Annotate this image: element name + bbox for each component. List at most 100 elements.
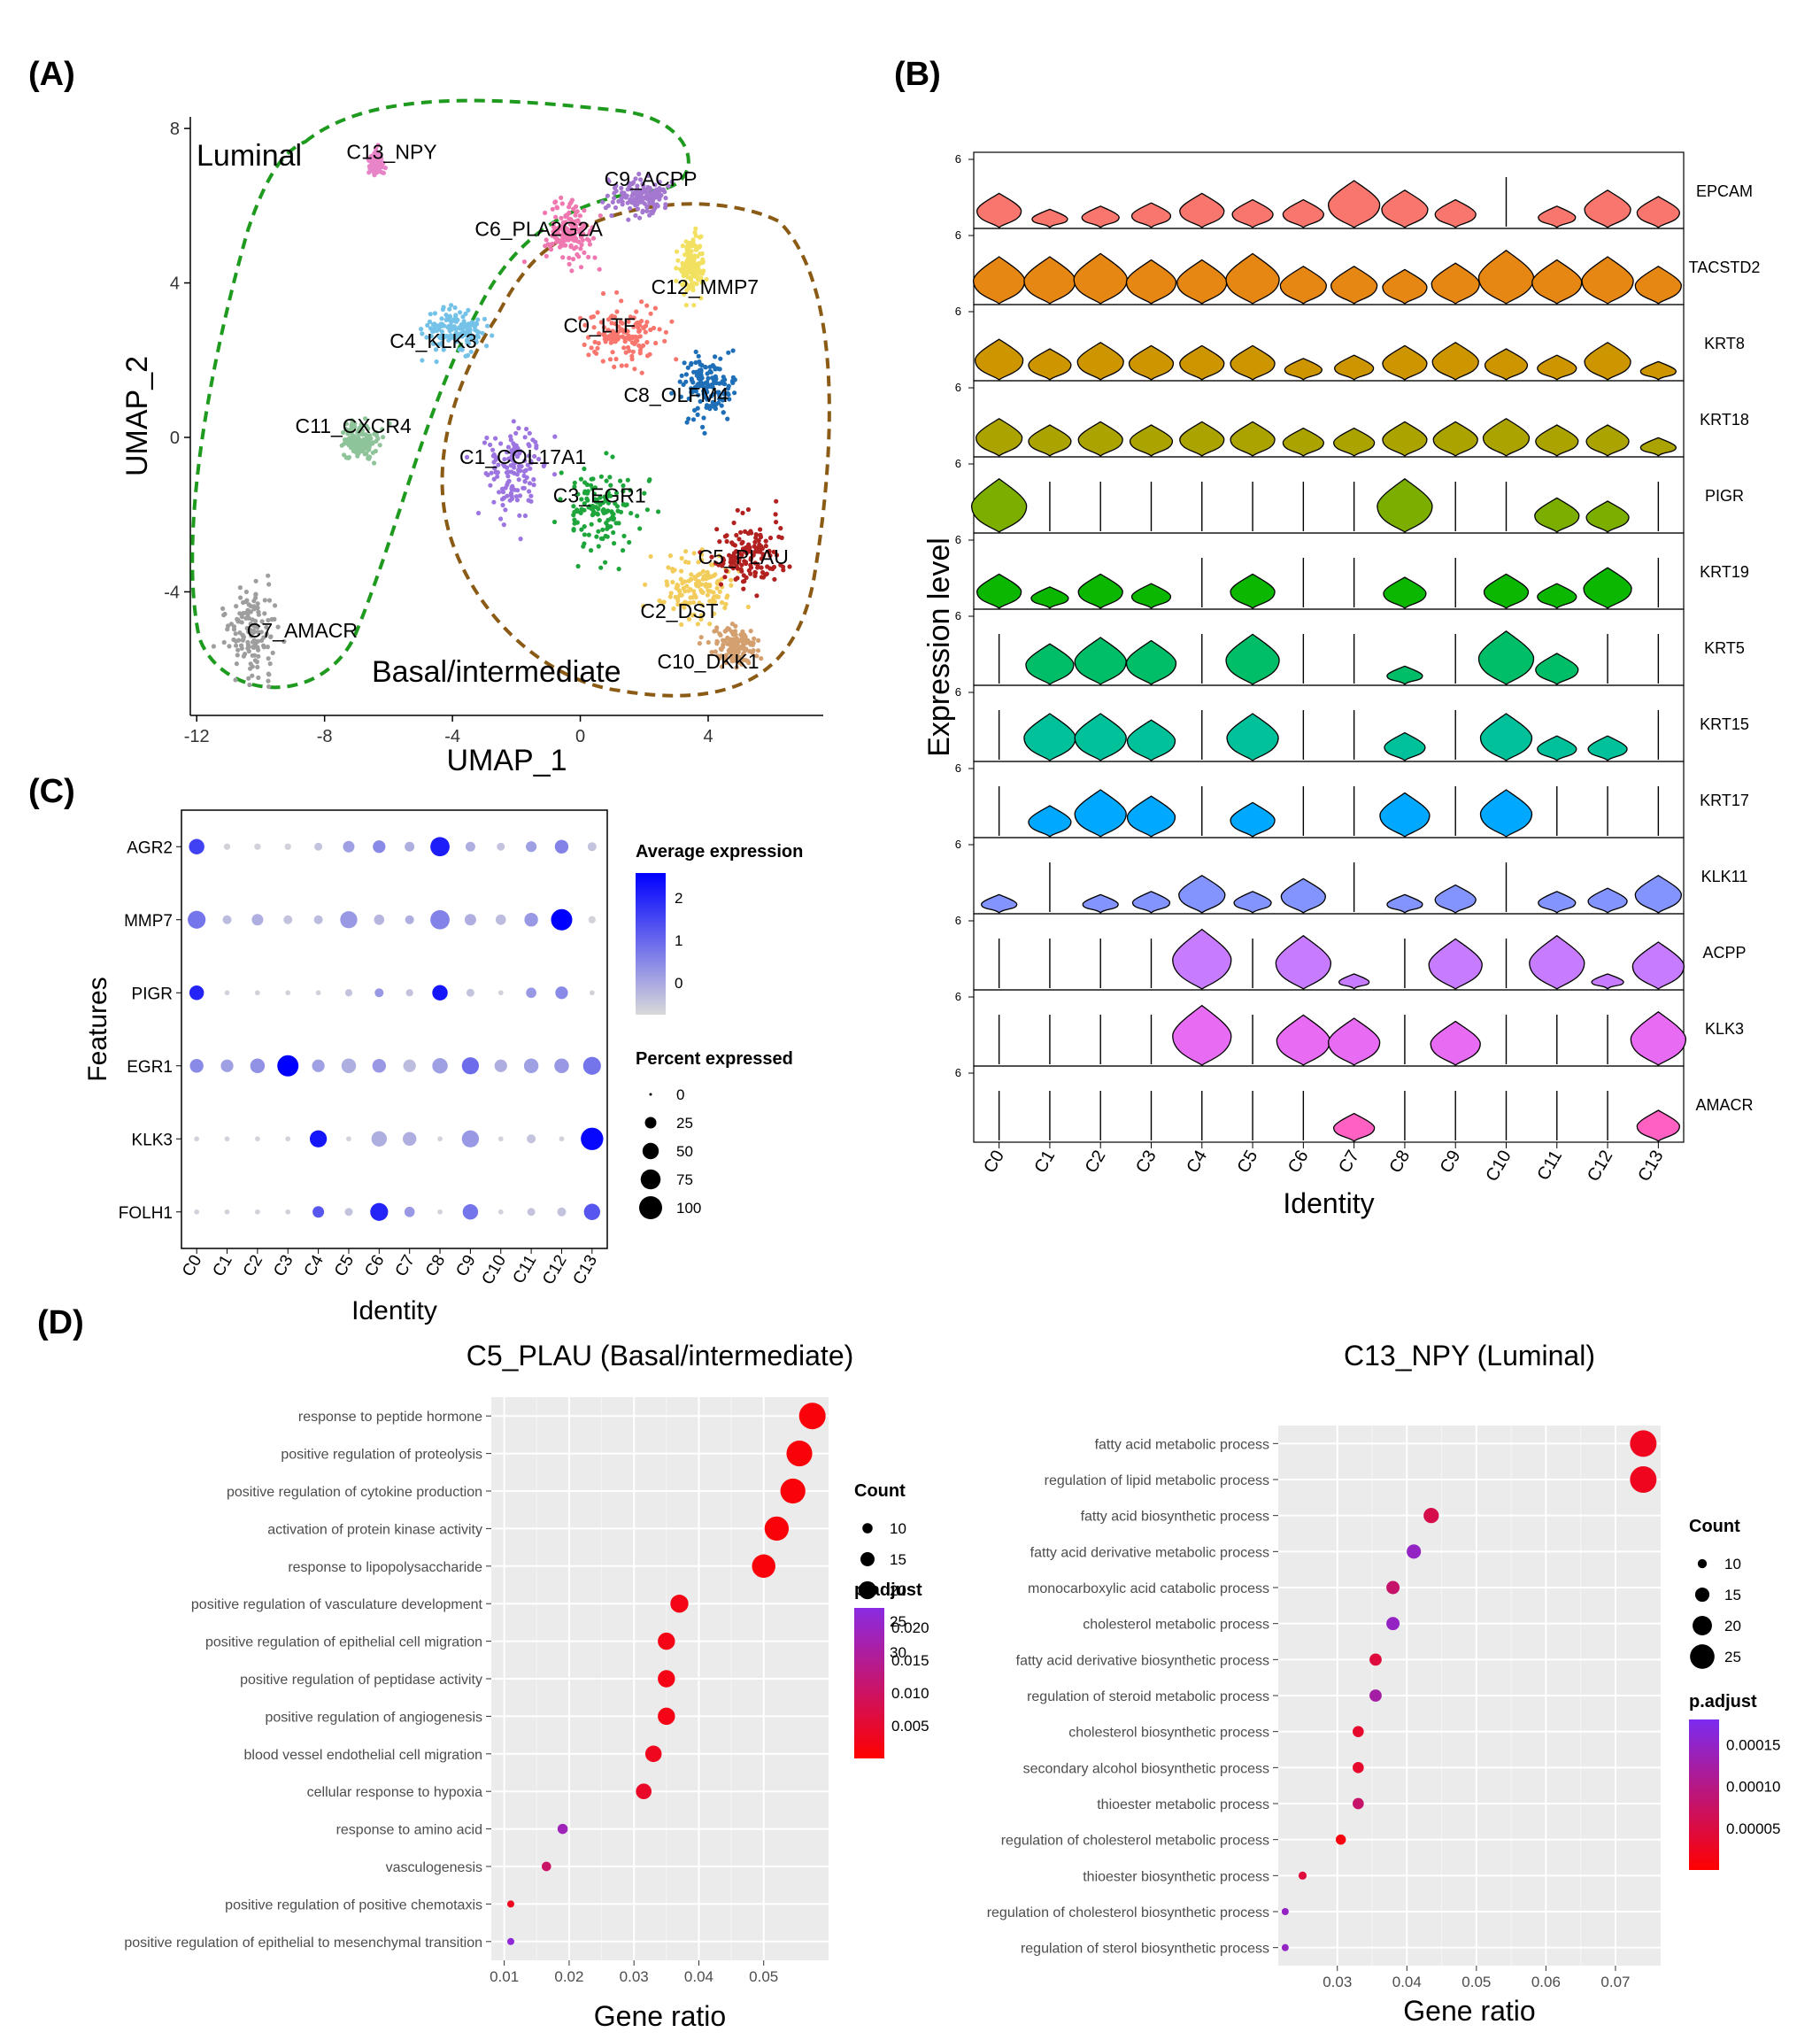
violin-mark (1230, 344, 1276, 381)
umap-point (723, 601, 729, 607)
umap-point (652, 189, 658, 194)
umap-point (349, 421, 354, 427)
umap-point (698, 635, 704, 640)
violin-gene-label: KRT18 (1700, 411, 1749, 429)
umap-point (264, 631, 269, 637)
panel-label-b: (B) (894, 56, 941, 93)
padj-colorbar (854, 1608, 884, 1758)
umap-point (522, 458, 528, 463)
umap-point (745, 638, 751, 643)
umap-point (381, 435, 386, 440)
dotplot-point (494, 1059, 507, 1072)
enrich-point (557, 1823, 568, 1835)
umap-point (590, 486, 595, 491)
umap-point (758, 549, 763, 554)
violin-row-frame (973, 1065, 1685, 1143)
umap-point (425, 322, 430, 328)
umap-point (733, 629, 738, 634)
umap-point (261, 643, 266, 648)
umap-point (734, 549, 739, 554)
pct-expressed-legend-label: 0 (676, 1086, 684, 1103)
umap-point (718, 356, 723, 361)
umap-point (669, 179, 675, 184)
umap-point (718, 632, 723, 638)
umap-point (470, 335, 476, 340)
umap-point (441, 305, 446, 310)
umap-point (551, 519, 558, 525)
umap-point (501, 495, 507, 500)
count-legend-dot (860, 1552, 875, 1566)
umap-point (709, 650, 714, 655)
umap-point (771, 549, 776, 554)
umap-point (601, 325, 607, 330)
umap-point (644, 340, 650, 345)
umap-point (722, 638, 728, 644)
avg-expression-tick: 2 (675, 890, 682, 907)
umap-point (608, 524, 613, 529)
umap-point (702, 430, 707, 436)
umap-point (609, 321, 614, 326)
enrich-term-label: regulation of sterol biosynthetic proces… (1021, 1942, 1269, 1957)
umap-point (625, 344, 631, 351)
umap-point (581, 231, 586, 236)
enrich-x-tick-label: 0.03 (1323, 1974, 1352, 1990)
umap-point (644, 303, 650, 308)
umap-point (255, 630, 261, 635)
count-legend-label: 15 (1724, 1587, 1741, 1603)
umap-point (630, 191, 636, 197)
umap-point (721, 389, 727, 394)
umap-point (571, 257, 576, 262)
umap-point (729, 553, 736, 560)
umap-point (707, 599, 713, 604)
dotplot-point (340, 911, 358, 929)
umap-point (595, 345, 600, 351)
enrich-point (798, 1402, 826, 1430)
umap-point (674, 266, 679, 271)
umap-point (587, 242, 593, 247)
umap-point (621, 489, 626, 494)
dotplot-point (285, 1136, 291, 1142)
umap-point (689, 249, 694, 254)
count-legend-label: 30 (890, 1644, 906, 1661)
violin-mark (1028, 348, 1072, 381)
umap-cluster-label: C10_DKK1 (657, 650, 759, 673)
umap-point (235, 653, 240, 658)
umap-point (742, 549, 747, 554)
umap-cluster-c12-mmp7 (674, 226, 709, 308)
umap-point (634, 309, 639, 314)
umap-point (656, 509, 661, 514)
umap-point (582, 541, 587, 546)
umap-point (349, 426, 354, 431)
umap-point (578, 476, 584, 482)
umap-point (696, 560, 701, 565)
umap-point (730, 542, 736, 547)
dotplot-point (432, 1058, 448, 1074)
enrich-point (670, 1595, 689, 1613)
umap-point (584, 236, 590, 242)
count-legend-title: Count (1689, 1517, 1740, 1536)
umap-point (686, 416, 691, 421)
umap-point (239, 645, 244, 651)
umap-point (767, 548, 772, 554)
umap-point (688, 587, 693, 592)
umap-point (243, 599, 249, 605)
umap-point (598, 213, 603, 219)
dotplot-point (223, 843, 231, 850)
umap-point (527, 489, 532, 494)
violin-mark (1125, 639, 1177, 685)
dotplot-point (254, 843, 261, 850)
umap-point (253, 578, 258, 583)
umap-point (474, 334, 481, 339)
enrich-term-label: fatty acid biosynthetic process (1081, 1510, 1269, 1525)
umap-point (720, 599, 725, 606)
umap-point (677, 267, 683, 272)
umap-point (706, 576, 711, 581)
umap-point (419, 327, 424, 332)
umap-point (475, 510, 482, 516)
umap-point (234, 643, 239, 648)
dotplot-point (194, 1209, 200, 1215)
umap-point (594, 511, 600, 516)
dotplot-point (188, 910, 206, 929)
umap-point (680, 243, 686, 249)
dotplot-point (526, 841, 537, 853)
